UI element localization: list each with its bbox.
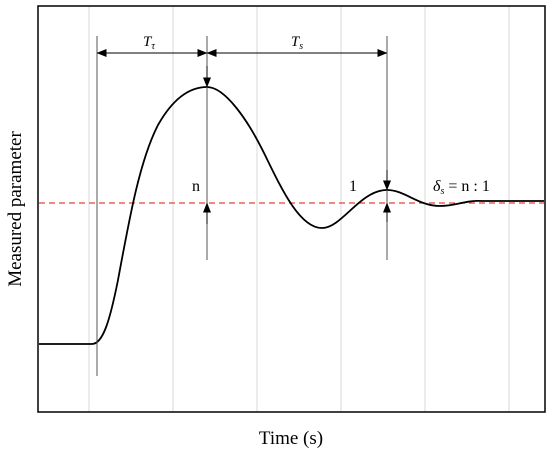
grid-lines: [88, 6, 510, 412]
settling-time-label: Ts: [291, 34, 303, 52]
rise-time-symbol: T: [143, 34, 153, 50]
y-axis-label: Measured parameter: [5, 131, 26, 287]
decay-ratio-rhs: = n : 1: [448, 178, 489, 195]
x-axis-label: Time (s): [259, 428, 323, 449]
rise-time-label: Tτ: [143, 34, 155, 52]
plot-frame: [37, 5, 546, 413]
first-peak-label: n: [192, 178, 200, 195]
rise-time-subscript: τ: [151, 41, 155, 52]
decay-ratio-label: δs = n : 1: [433, 178, 490, 197]
response-curve: [39, 86, 544, 345]
settling-time-symbol: T: [291, 34, 301, 50]
decay-ratio-subscript: s: [440, 186, 444, 197]
second-peak-label: 1: [349, 178, 357, 195]
settling-time-subscript: s: [299, 41, 303, 52]
decay-ratio-symbol: δ: [433, 178, 441, 195]
